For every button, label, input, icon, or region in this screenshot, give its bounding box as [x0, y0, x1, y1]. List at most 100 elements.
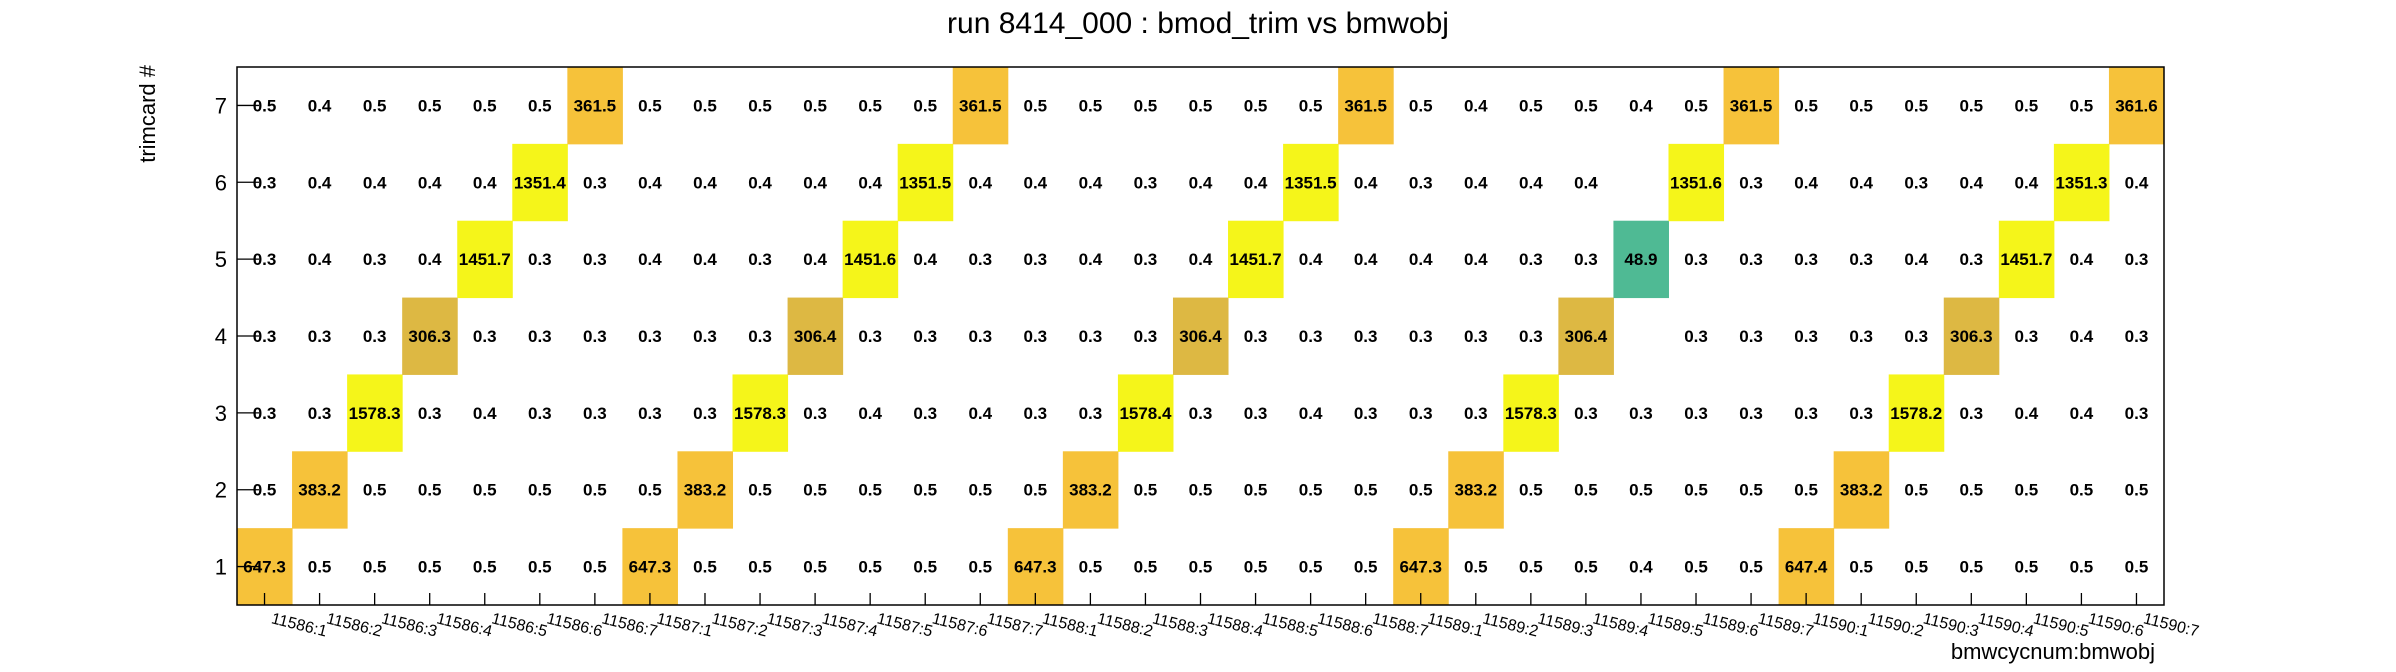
cell-value-label: 0.5	[1299, 481, 1323, 500]
x-tick-label: 11586:4	[435, 610, 494, 640]
cell-value-label: 0.5	[1684, 481, 1708, 500]
heatmap-cell-highlight	[457, 220, 513, 299]
x-tick-label: 11590:7	[2142, 610, 2201, 640]
cell-value-label: 0.4	[968, 404, 992, 423]
cell-value-label: 0.3	[1794, 327, 1818, 346]
cell-value-label: 0.5	[1024, 96, 1048, 115]
cell-value-label: 383.2	[298, 481, 341, 500]
cell-value-label: 0.5	[638, 481, 662, 500]
heatmap-cell-highlight	[1172, 297, 1229, 375]
cell-value-label: 0.3	[528, 404, 552, 423]
cell-value-label: 647.3	[1014, 558, 1057, 577]
cell-value-label: 0.4	[473, 404, 497, 423]
heatmap-cell-highlight	[732, 374, 789, 452]
x-axis: 11586:111586:211586:311586:411586:511586…	[263, 593, 2201, 641]
cell-value-label: 0.4	[2125, 173, 2149, 192]
heatmap-cell-highlight	[1503, 374, 1559, 452]
cell-value-label: 0.5	[1904, 558, 1928, 577]
cell-value-label: 0.5	[418, 558, 442, 577]
x-tick-label: 11590:3	[1921, 610, 1980, 640]
cell-value-label: 0.4	[1079, 250, 1103, 269]
x-tick-label: 11590:1	[1811, 610, 1870, 640]
cell-value-label: 0.3	[1849, 327, 1873, 346]
cell-value-label: 0.4	[418, 250, 442, 269]
cell-value-label: 0.3	[1464, 327, 1488, 346]
cell-value-label: 0.3	[308, 327, 332, 346]
cell-value-label: 306.3	[1950, 327, 1993, 346]
cell-value-label: 0.4	[2070, 327, 2094, 346]
cell-value-label: 361.6	[2115, 96, 2158, 115]
y-tick-label: 6	[215, 170, 227, 195]
cell-value-label: 0.3	[1079, 327, 1103, 346]
cell-value-label: 0.3	[748, 327, 772, 346]
cell-value-label: 0.3	[253, 250, 277, 269]
cell-value-label: 0.4	[2070, 250, 2094, 269]
x-tick-label: 11590:6	[2086, 610, 2145, 640]
cell-value-label: 0.5	[1354, 481, 1378, 500]
cell-value-label: 361.5	[959, 96, 1002, 115]
cell-value-label: 0.5	[363, 558, 387, 577]
cell-value-label: 0.5	[1134, 558, 1158, 577]
cell-value-label: 0.5	[2070, 481, 2094, 500]
cell-value-label: 0.3	[1244, 404, 1268, 423]
cell-value-label: 0.5	[1464, 558, 1488, 577]
heatmap-cell-highlight	[1778, 528, 1835, 606]
cell-value-label: 0.5	[1574, 96, 1598, 115]
x-tick-label: 11586:3	[380, 610, 439, 640]
heatmap-cell-highlight	[842, 220, 899, 299]
cell-value-label: 0.3	[693, 404, 717, 423]
heatmap-cell-highlight	[347, 374, 403, 452]
x-tick-label: 11588:6	[1316, 610, 1375, 640]
cell-value-label: 0.5	[1519, 558, 1543, 577]
cell-value-label: 0.5	[473, 558, 497, 577]
x-tick-label: 11587:5	[875, 610, 934, 640]
cell-value-label: 0.5	[1959, 558, 1983, 577]
cell-value-label: 0.3	[1189, 404, 1213, 423]
cell-value-label: 0.3	[1684, 327, 1708, 346]
cell-value-label: 0.3	[1849, 404, 1873, 423]
cell-value-label: 0.3	[583, 327, 607, 346]
cell-value-label: 0.3	[363, 327, 387, 346]
cell-value-label: 0.5	[2125, 558, 2149, 577]
x-tick-label: 11588:1	[1040, 610, 1099, 640]
cell-value-label: 0.4	[693, 173, 717, 192]
cell-value-label: 0.5	[1189, 481, 1213, 500]
cell-value-label: 0.3	[1959, 250, 1983, 269]
cell-value-label: 0.5	[2125, 481, 2149, 500]
cell-value-label: 0.3	[1244, 327, 1268, 346]
y-tick-label: 1	[215, 555, 227, 580]
cell-value-label: 0.3	[528, 327, 552, 346]
heatmap-cell-highlight	[1668, 143, 1725, 222]
heatmap-cell-highlight	[2108, 67, 2165, 145]
cell-value-label: 0.5	[1574, 558, 1598, 577]
heatmap-cell-highlight	[1117, 374, 1174, 452]
cell-value-label: 0.5	[968, 481, 992, 500]
cell-value-label: 0.3	[1629, 404, 1653, 423]
heatmap-cell-highlight	[897, 143, 954, 222]
cell-value-label: 0.3	[1684, 250, 1708, 269]
x-tick-label: 11589:3	[1536, 610, 1595, 640]
cell-value-label: 0.3	[1299, 327, 1323, 346]
cell-value-label: 0.5	[803, 558, 827, 577]
x-tick-label: 11586:1	[270, 610, 329, 640]
cell-value-label: 0.4	[308, 173, 332, 192]
cell-value-label: 306.3	[408, 327, 451, 346]
cell-value-label: 0.5	[2070, 558, 2094, 577]
cell-value-label: 0.3	[913, 327, 937, 346]
cell-value-label: 1578.3	[734, 404, 786, 423]
cell-value-label: 0.5	[693, 558, 717, 577]
cell-value-label: 0.5	[1354, 558, 1378, 577]
cell-value-label: 1451.6	[844, 250, 896, 269]
cell-value-label: 0.5	[748, 96, 772, 115]
cell-value-label: 0.5	[1849, 558, 1873, 577]
cell-value-label: 0.4	[1904, 250, 1928, 269]
x-tick-label: 11589:1	[1426, 610, 1485, 640]
cell-value-label: 0.3	[528, 250, 552, 269]
cell-value-label: 0.5	[308, 558, 332, 577]
heatmap-cells: 647.3 0.5 0.5 0.5 0.5 0.5 0.5 647.3 0.5 0.5 0.5 0.5…	[237, 67, 2165, 606]
cell-value-label: 0.3	[2125, 404, 2149, 423]
x-tick-label: 11588:3	[1150, 610, 1209, 640]
cell-value-label: 0.3	[1409, 404, 1433, 423]
cell-value-label: 0.4	[913, 250, 937, 269]
heatmap-cell-highlight	[952, 67, 1009, 145]
